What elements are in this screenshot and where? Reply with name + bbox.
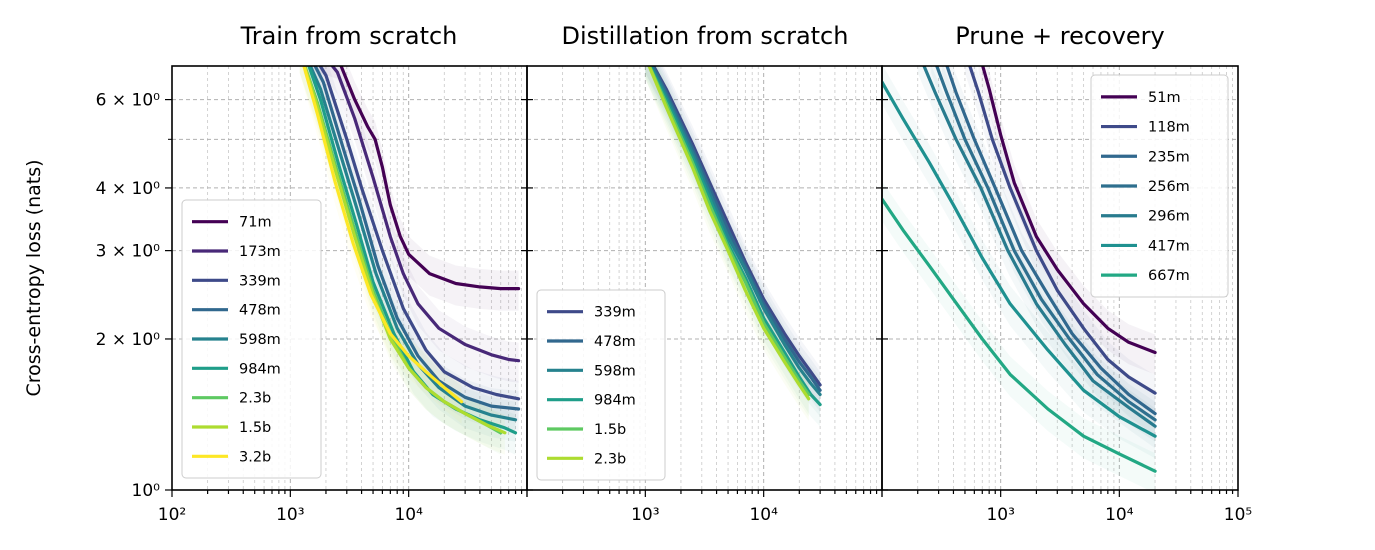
tick-marks xyxy=(526,98,883,497)
legend-label: 667m xyxy=(1148,268,1190,284)
legend-label: 1.5b xyxy=(239,420,271,436)
legend-label: 417m xyxy=(1148,238,1190,254)
y-tick-label: 4 × 10⁰ xyxy=(96,179,160,199)
series-line-339m xyxy=(651,66,822,387)
series-line-173m xyxy=(330,66,521,363)
series-line-984m xyxy=(647,66,822,407)
series-line-296m xyxy=(922,66,1157,428)
legend-box xyxy=(181,199,322,479)
legend-label: 984m xyxy=(594,393,636,409)
series-line-1.5b xyxy=(647,66,811,397)
series-line-3.2b xyxy=(302,66,464,404)
variance-band xyxy=(299,66,505,455)
y-tick-label: 2 × 10⁰ xyxy=(96,330,160,350)
tick-labels: 10³ 10⁴ 10⁵ xyxy=(986,505,1252,525)
series-lines xyxy=(647,66,822,407)
legend-label: 118m xyxy=(1148,120,1190,136)
variance-band xyxy=(320,66,519,383)
legend-label: 339m xyxy=(594,305,636,321)
series-line-118m xyxy=(968,66,1157,395)
x-tick-label: 10⁵ xyxy=(1224,505,1252,525)
tick-marks xyxy=(881,98,1239,497)
legend-box xyxy=(536,289,666,481)
x-tick-label: 10² xyxy=(158,505,186,525)
legend-label: 1.5b xyxy=(594,422,626,438)
series-line-1.5b xyxy=(302,66,507,435)
legend-label: 478m xyxy=(594,334,636,350)
series-line-598m xyxy=(308,66,518,422)
x-tick-label: 10³ xyxy=(631,505,659,525)
panel-title-train: Train from scratch xyxy=(240,22,458,50)
x-tick-label: 10⁴ xyxy=(394,505,423,525)
series-line-235m xyxy=(945,66,1157,416)
tick-marks xyxy=(165,98,528,497)
y-tick-label: 3 × 10⁰ xyxy=(96,242,160,262)
series-lines xyxy=(302,66,521,435)
series-line-598m xyxy=(649,66,822,397)
legend-box xyxy=(1090,74,1229,298)
legend-label: 71m xyxy=(239,215,272,231)
legend: 339m 478m 598m 984m 1.5b 2.3b xyxy=(536,289,666,481)
legend-label: 339m xyxy=(239,273,281,289)
series-line-984m xyxy=(307,66,518,435)
legend-label: 598m xyxy=(594,363,636,379)
legend-label: 598m xyxy=(239,332,281,348)
panel-title-prune: Prune + recovery xyxy=(955,22,1165,50)
variance-band xyxy=(978,66,1156,375)
x-tick-label: 10⁴ xyxy=(1105,505,1134,525)
legend-label: 235m xyxy=(1148,149,1190,165)
legend-label: 2.3b xyxy=(239,391,271,407)
legend-label: 984m xyxy=(239,361,281,377)
panel-distillation-from-scratch: Distillation from scratch 10³ 10⁴ 339m 478… xyxy=(526,22,883,525)
legend: 71m 173m 339m 478m 598m 984m 2.3b 1.5b 3.2b xyxy=(181,199,322,479)
series-line-478m xyxy=(651,66,822,392)
legend-label: 3.2b xyxy=(239,449,271,465)
legend-label: 2.3b xyxy=(594,451,626,467)
tick-labels: 10² 10³ 10⁴ 10⁰ 2 × 10⁰ 3 × 10⁰ 4 × 10⁰ 6 × 10⁰ xyxy=(96,91,423,525)
series-line-478m xyxy=(313,66,521,411)
x-tick-label: 10⁴ xyxy=(749,505,778,525)
series-line-417m xyxy=(882,80,1157,438)
variance-band xyxy=(299,66,501,455)
legend-label: 256m xyxy=(1148,179,1190,195)
variance-band xyxy=(882,66,1156,459)
legend-label: 173m xyxy=(239,244,281,260)
legend-label: 478m xyxy=(239,303,281,319)
series-line-71m xyxy=(339,66,521,291)
tick-labels: 10³ 10⁴ xyxy=(631,505,778,525)
series-line-51m xyxy=(981,66,1157,355)
variance-band xyxy=(311,66,519,311)
plot-frame xyxy=(881,65,1239,491)
series-lines xyxy=(882,66,1157,473)
legend-label: 51m xyxy=(1148,90,1181,106)
y-axis-label: Cross-entropy loss (nats) xyxy=(23,159,45,396)
legend-label: 296m xyxy=(1148,209,1190,225)
series-line-2.3b xyxy=(647,66,811,401)
x-tick-label: 10³ xyxy=(986,505,1014,525)
series-line-256m xyxy=(935,66,1157,422)
series-line-339m xyxy=(318,66,521,401)
series-line-667m xyxy=(882,197,1157,473)
y-tick-label: 10⁰ xyxy=(132,481,161,501)
y-tick-label: 6 × 10⁰ xyxy=(96,91,160,111)
panel-title-distillation: Distillation from scratch xyxy=(562,22,849,50)
legend: 51m 118m 235m 256m 296m 417m 667m xyxy=(1090,74,1229,298)
panel-prune-recovery: Prune + recovery 10³ 10⁴ 10⁵ 51m 118m 235m 25… xyxy=(881,22,1252,525)
panel-train-from-scratch: Train from scratch 10² 10³ 10⁴ 10⁰ 2 × 10⁰ 3 … xyxy=(96,22,528,525)
x-tick-label: 10³ xyxy=(276,505,304,525)
